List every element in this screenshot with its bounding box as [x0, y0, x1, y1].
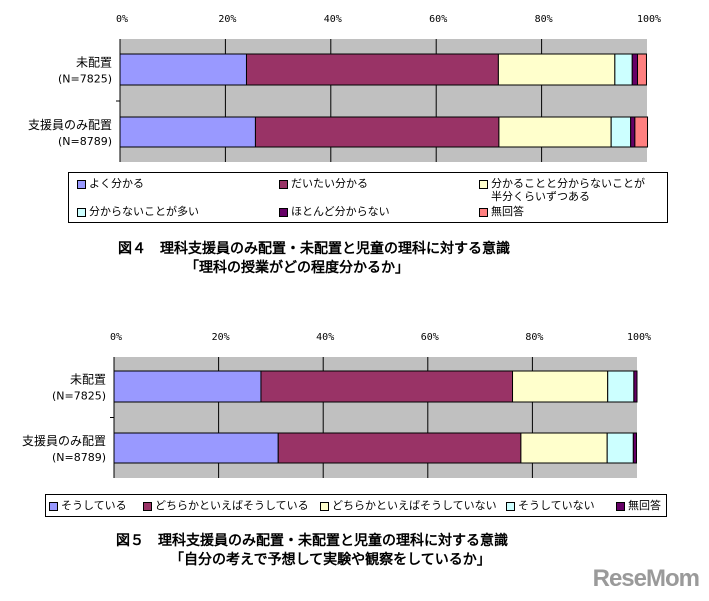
x-tick-label: 20% [212, 332, 230, 343]
legend-item: 無回答 [616, 499, 661, 512]
legend-swatch [279, 180, 288, 189]
bar-segment [607, 370, 635, 403]
legend-swatch [479, 180, 488, 189]
legend-fig5: そうしている どちらかといえばそうしている どちらかといえばそうしていない そう… [45, 494, 667, 517]
x-tick-label: 40% [324, 14, 342, 25]
category-label: 支援員のみ配置 [28, 118, 112, 132]
legend-label: 無回答 [491, 205, 524, 218]
bar-segment [498, 116, 612, 148]
category-label-n: (N=8789) [52, 451, 106, 464]
x-tick-label: 80% [525, 332, 543, 343]
bar-segment [512, 370, 609, 403]
category-label: 未配置 [70, 373, 106, 387]
legend-item: 無回答 [479, 205, 524, 218]
bar-segment [277, 432, 522, 464]
bar-segment [631, 53, 639, 86]
bar-segment [113, 432, 279, 464]
legend-label: どちらかといえばそうしていない [332, 499, 497, 512]
legend-label: 無回答 [628, 499, 661, 512]
legend-swatch [279, 208, 288, 217]
legend-swatch [77, 180, 86, 189]
category-label-n: (N=7825) [52, 390, 106, 403]
legend-swatch [320, 502, 329, 511]
bar-segment [254, 116, 500, 148]
legend-label: そうしている [61, 499, 127, 512]
x-tick-label: 0% [116, 14, 128, 25]
legend-swatch [143, 502, 152, 511]
caption-fig5-line2: 「自分の考えで予想して実験や観察をしているか」 [170, 552, 491, 568]
legend-label: そうしていない [518, 499, 595, 512]
bar-segment [260, 370, 514, 403]
x-tick-label: 100% [637, 14, 661, 25]
bar-segment [520, 432, 608, 464]
bar-segment [497, 53, 616, 86]
legend-swatch [77, 208, 86, 217]
bar-segment [119, 116, 256, 148]
x-tick-label: 60% [421, 332, 439, 343]
category-label: 未配置 [76, 56, 112, 70]
legend-item: そうしていない [506, 499, 595, 512]
bar-segment [630, 116, 636, 148]
bar-segment [614, 53, 633, 86]
category-label-n: (N=7825) [58, 73, 112, 86]
bar-segment [606, 432, 634, 464]
legend-item: よく分かる [77, 177, 144, 190]
legend-item: どちらかといえばそうしていない [320, 499, 497, 512]
x-tick-label: 60% [429, 14, 447, 25]
category-label-n: (N=8789) [58, 135, 112, 148]
caption-fig4-line1: 図４ 理科支援員のみ配置・未配置と児童の理科に対する意識 [118, 241, 510, 257]
legend-item: どちらかといえばそうしている [143, 499, 309, 512]
legend-item: 分からないことが多い [77, 205, 199, 218]
bar-segment [634, 116, 649, 148]
legend-fig4: よく分かる だいたい分かる 分かることと分からないことが 半分くらいずつある 分か… [68, 172, 668, 223]
bar-segment [633, 370, 638, 403]
legend-item: ほとんど分からない [279, 205, 390, 218]
bar-segment [113, 370, 262, 403]
legend-item: だいたい分かる [279, 177, 368, 190]
bar-segment [119, 53, 247, 86]
resemom-watermark-logo: ReseMom [592, 565, 700, 592]
bar-segment [632, 432, 637, 464]
legend-item: そうしている [49, 499, 127, 512]
legend-label: 分かることと分からないことが [491, 177, 645, 190]
x-tick-label: 80% [535, 14, 553, 25]
legend-label: ほとんど分からない [291, 205, 390, 218]
legend-label: どちらかといえばそうしている [155, 499, 309, 512]
bar-segment [637, 53, 647, 86]
legend-swatch [49, 502, 58, 511]
x-tick-label: 40% [316, 332, 334, 343]
legend-label: だいたい分かる [291, 177, 368, 190]
legend-label: 半分くらいずつある [491, 190, 590, 203]
legend-label: 分からないことが多い [89, 205, 199, 218]
category-label: 支援員のみ配置 [22, 434, 106, 448]
caption-fig5-line1: 図５ 理科支援員のみ配置・未配置と児童の理科に対する意識 [116, 533, 508, 549]
caption-fig4-line2: 「理科の授業がどの程度分かるか」 [185, 260, 409, 276]
legend-swatch [479, 208, 488, 217]
legend-swatch [506, 502, 515, 511]
bar-segment [610, 116, 632, 148]
bar-segment [245, 53, 499, 86]
legend-label: よく分かる [89, 177, 144, 190]
x-tick-label: 0% [110, 332, 122, 343]
legend-swatch [616, 502, 625, 511]
x-tick-label: 100% [627, 332, 651, 343]
legend-item: 分かることと分からないことが 半分くらいずつある [479, 177, 645, 203]
x-tick-label: 20% [218, 14, 236, 25]
